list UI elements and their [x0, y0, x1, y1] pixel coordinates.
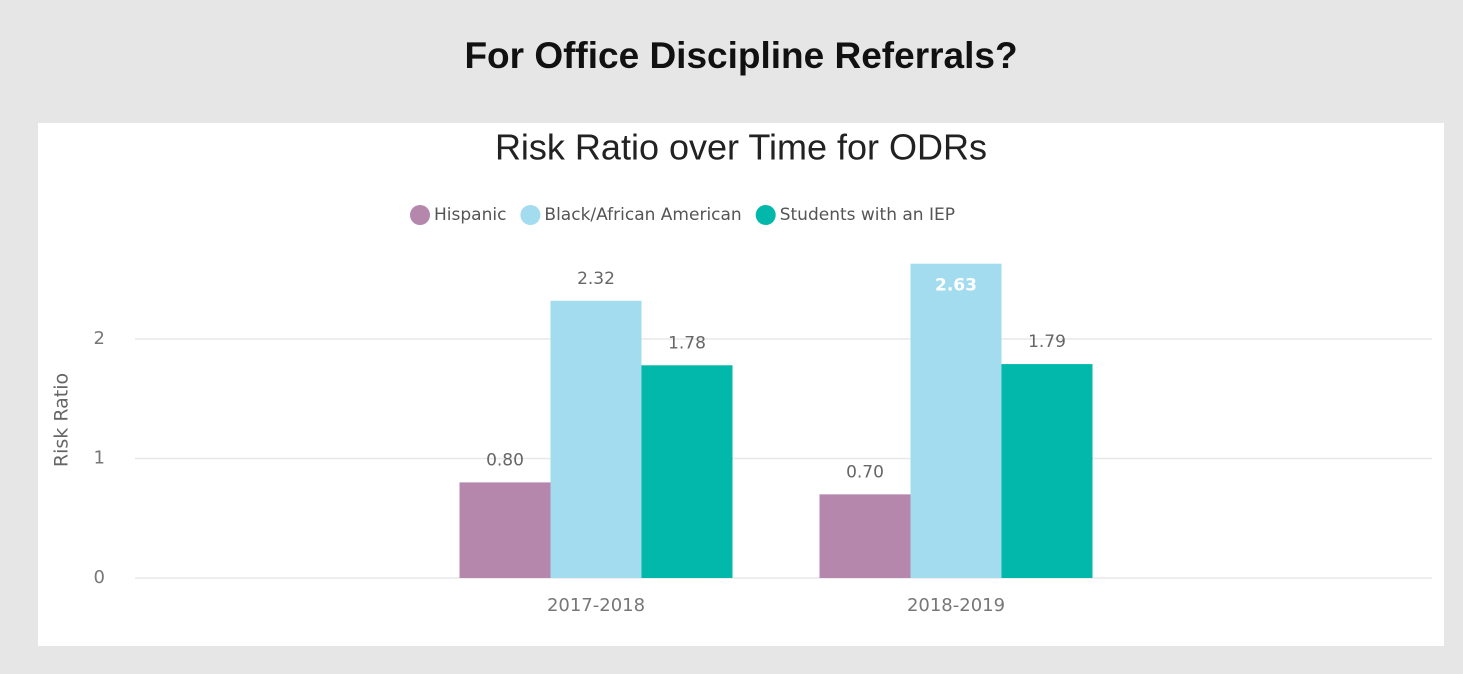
y-tick-label: 0 — [94, 567, 105, 588]
bar — [819, 494, 911, 578]
chart-title: Risk Ratio over Time for ODRs — [495, 127, 987, 168]
bar — [910, 263, 1002, 578]
page-title: For Office Discipline Referrals? — [464, 35, 1017, 76]
y-axis-label: Risk Ratio — [51, 373, 73, 467]
y-tick-label: 1 — [94, 448, 105, 469]
x-tick-label: 2017-2018 — [547, 595, 645, 616]
legend-label: Students with an IEP — [780, 205, 955, 225]
bar — [641, 365, 733, 578]
x-tick-label: 2018-2019 — [907, 595, 1005, 616]
bar — [550, 300, 642, 578]
value-label: 2.32 — [577, 269, 615, 289]
legend-marker — [410, 205, 430, 225]
bar — [1001, 364, 1093, 578]
legend-marker — [520, 205, 541, 225]
value-label: 0.70 — [846, 462, 884, 482]
legend-marker — [755, 205, 776, 225]
value-label: 2.63 — [935, 276, 977, 296]
chart-panel — [38, 123, 1444, 646]
value-label: 1.79 — [1028, 332, 1066, 352]
y-tick-label: 2 — [94, 328, 105, 349]
value-label: 1.78 — [668, 333, 706, 353]
legend-label: Black/African American — [544, 205, 741, 225]
value-label: 0.80 — [486, 450, 524, 470]
legend-label: Hispanic — [434, 205, 506, 225]
bar — [459, 482, 551, 578]
